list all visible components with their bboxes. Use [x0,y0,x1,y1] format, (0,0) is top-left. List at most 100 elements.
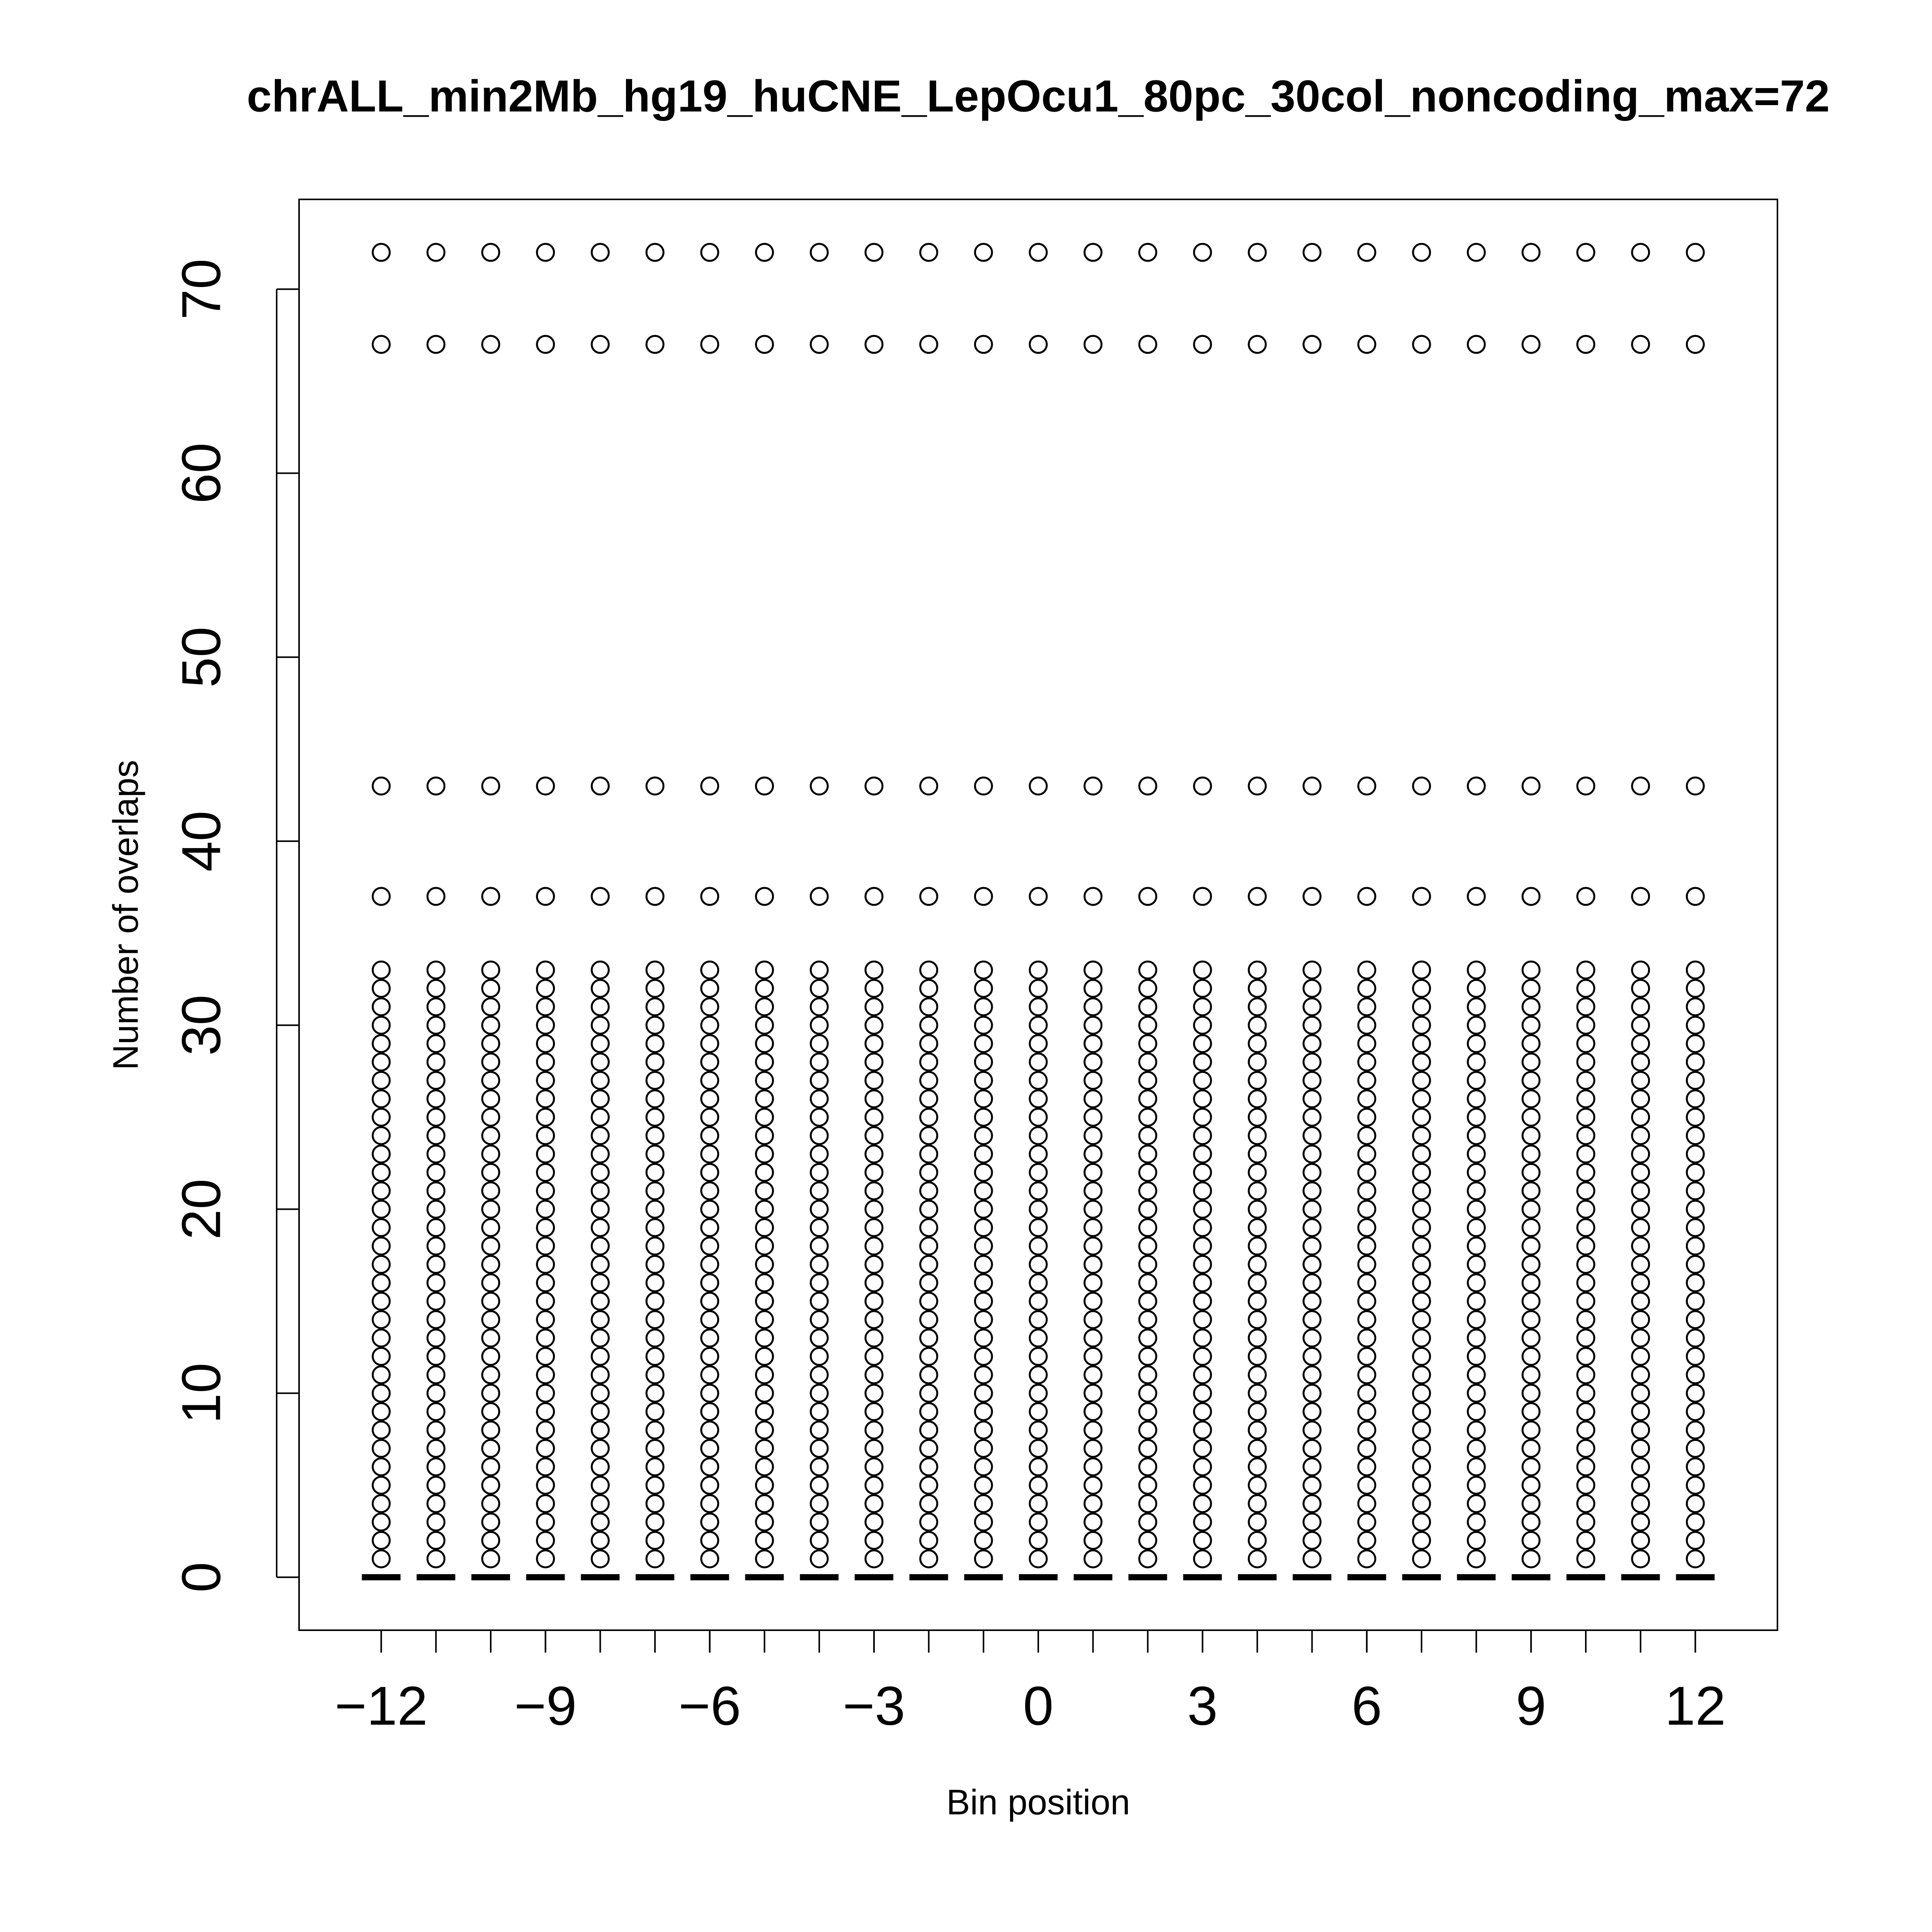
point [974,1163,993,1182]
point [1412,1292,1431,1311]
point [1193,1365,1212,1384]
point [536,1071,555,1090]
point [1193,1107,1212,1127]
point [1138,1126,1157,1145]
point [645,1402,665,1421]
point [864,1163,884,1182]
point [590,1549,610,1568]
point [481,1439,500,1458]
point [755,979,774,998]
point [372,960,391,980]
point [426,1199,446,1219]
point [1248,1199,1267,1219]
point [481,1071,500,1090]
point [1576,1107,1595,1127]
point [1303,1236,1322,1256]
point [1303,776,1322,796]
point [755,1494,774,1513]
point [536,1126,555,1145]
point [810,1439,829,1458]
point [1685,1126,1705,1145]
point [974,1384,993,1403]
point [426,1549,446,1568]
point [1138,1420,1157,1440]
point [1412,887,1431,906]
point [590,1384,610,1403]
point [1357,1015,1376,1035]
point [1248,1402,1267,1421]
point [1521,1494,1541,1513]
y-tick-label: 30 [171,995,232,1056]
point [1193,1273,1212,1293]
point [1467,1199,1486,1219]
point [1138,1365,1157,1384]
point-dash [1019,1574,1058,1580]
point [1193,1015,1212,1035]
point [590,887,610,906]
point [1357,1199,1376,1219]
point [645,1531,665,1550]
point [1029,960,1048,980]
point-dash [1073,1574,1112,1580]
point [481,1199,500,1219]
point [1193,1218,1212,1237]
point [536,243,555,262]
point [1576,335,1595,354]
point [1685,1512,1705,1532]
point [645,1255,665,1274]
point [1576,1384,1595,1403]
point [372,335,391,354]
point [372,1034,391,1053]
point [372,1531,391,1550]
point [974,1089,993,1109]
point [1303,1089,1322,1109]
point [1248,1531,1267,1550]
point-dash [636,1574,675,1580]
point [974,1476,993,1495]
point [974,1531,993,1550]
point [974,1494,993,1513]
point [1138,1163,1157,1182]
point [1521,1549,1541,1568]
point [864,1181,884,1201]
point [1631,1145,1650,1164]
point [645,1549,665,1568]
point [1029,1292,1048,1311]
point [1248,1439,1267,1458]
point [645,776,665,796]
point [1631,243,1650,262]
point [1083,887,1103,906]
point [700,1365,719,1384]
point [1303,1145,1322,1164]
point [1138,1310,1157,1329]
point [1029,887,1048,906]
point [1631,1328,1650,1348]
point [1138,1015,1157,1035]
point [1521,1218,1541,1237]
point [1467,1420,1486,1440]
point [1576,1549,1595,1568]
point [755,1034,774,1053]
point [1576,1512,1595,1532]
point [919,776,939,796]
point [700,1052,719,1071]
point [1193,1549,1212,1568]
point [755,1328,774,1348]
point [1303,1384,1322,1403]
point [1576,1015,1595,1035]
point-dash [417,1574,456,1580]
point [590,1034,610,1053]
point [1467,1402,1486,1421]
point-dash [964,1574,1003,1580]
point [1576,1273,1595,1293]
point [1029,1034,1048,1053]
point [1412,1512,1431,1532]
point [700,1163,719,1182]
point [1303,1071,1322,1090]
point [1083,1126,1103,1145]
point [590,960,610,980]
point [700,1089,719,1109]
point [864,1512,884,1532]
point [1193,1384,1212,1403]
point [755,1292,774,1311]
